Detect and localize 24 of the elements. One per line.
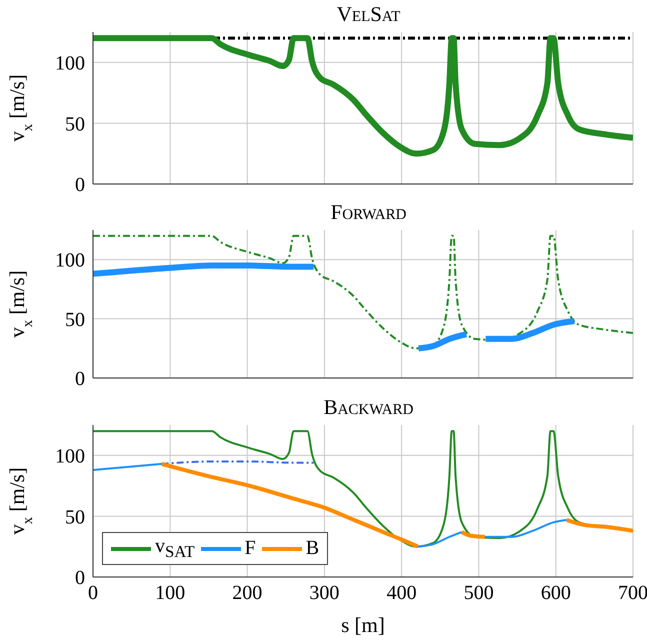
- legend-label: F: [244, 537, 256, 559]
- y-tick-label: 50: [65, 308, 85, 331]
- x-tick-label: 600: [540, 582, 571, 604]
- x-tick-label: 400: [386, 582, 417, 604]
- y-tick-label: 50: [65, 113, 85, 136]
- x-tick-label: 700: [618, 582, 647, 604]
- legend-label: v$_{SAT}$: [155, 535, 195, 561]
- chart-title: Forward: [330, 199, 408, 226]
- x-axis-title: s [m]: [341, 613, 385, 637]
- y-tick-label: 100: [55, 52, 85, 74]
- y-tick-label: 0: [75, 567, 85, 590]
- y-tick-label: 0: [75, 174, 85, 196]
- chart-title: Backward: [322, 394, 414, 421]
- x-tick-label: 500: [464, 582, 494, 604]
- x-tick-label: 300: [309, 582, 340, 604]
- legend-label: B: [306, 537, 320, 559]
- x-tick-label: 100: [155, 582, 186, 604]
- line-series: [93, 234, 633, 350]
- x-tick-label: 200: [232, 582, 262, 604]
- y-tick-label: 0: [75, 368, 85, 390]
- y-tick-label: 50: [65, 506, 85, 528]
- y-tick-label: 100: [55, 446, 85, 468]
- chart-title: VelSat: [336, 1, 402, 28]
- y-tick-label: 100: [55, 250, 85, 272]
